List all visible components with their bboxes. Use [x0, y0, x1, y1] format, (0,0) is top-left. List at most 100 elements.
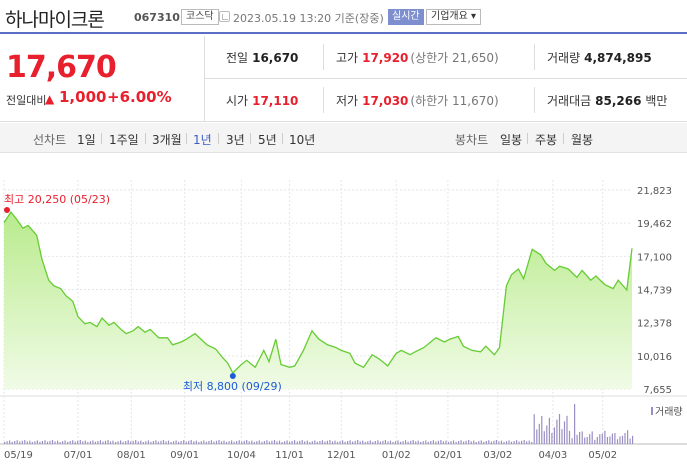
volume-bar	[331, 441, 334, 444]
volume-bar	[97, 441, 99, 444]
volume-bar	[175, 440, 177, 444]
stats-row-1: 전일 16,670 고가 17,920 (상한가 21,650) 거래량 4,874,8…	[205, 36, 687, 79]
volume-bar	[178, 441, 180, 444]
period-1y[interactable]: 1년	[193, 133, 212, 147]
volume-bar	[173, 441, 175, 444]
volume-bar	[629, 438, 631, 444]
volume-bar	[584, 437, 586, 444]
volume-bar	[188, 440, 190, 444]
clock-icon	[219, 11, 230, 22]
volume-bar	[89, 441, 91, 444]
volume-bar	[147, 440, 149, 444]
volume-bar	[284, 441, 286, 444]
volume-bar	[165, 441, 167, 444]
period-10y[interactable]: 10년	[289, 133, 316, 147]
volume-bar	[387, 441, 389, 444]
volume-bar	[130, 441, 132, 444]
toolbar-separator	[101, 133, 102, 144]
volume-bar	[9, 440, 11, 444]
candle-chart-label[interactable]: 봉차트	[455, 133, 489, 147]
volume-legend: 거래량	[655, 406, 683, 418]
volume-bar	[268, 441, 270, 444]
volume-bar	[34, 441, 36, 444]
volume-bar	[558, 414, 561, 444]
candle-daily[interactable]: 일봉	[500, 133, 523, 147]
stat-label: 시가	[226, 94, 249, 108]
volume-bar	[367, 441, 369, 444]
stat-label: 저가	[336, 94, 359, 108]
volume-bar	[392, 442, 394, 444]
toolbar-separator	[282, 133, 283, 144]
volume-bar	[74, 441, 76, 444]
volume-bar	[294, 440, 296, 444]
volume-bar	[447, 442, 450, 444]
volume-bar	[402, 441, 404, 444]
volume-bar	[591, 431, 593, 444]
line-chart-label[interactable]: 선차트	[33, 133, 67, 147]
x-tick-label: 02/01	[433, 450, 462, 461]
period-3y[interactable]: 3년	[226, 133, 245, 147]
volume-bar	[198, 442, 200, 444]
volume-bar	[410, 440, 412, 444]
stat-value: 85,266	[595, 94, 642, 108]
toolbar-separator	[218, 133, 219, 144]
volume-bar	[273, 440, 276, 444]
company-info-dropdown[interactable]: 기업개요 ▾	[426, 9, 481, 25]
volume-bar	[135, 440, 137, 444]
volume-bar	[276, 441, 278, 444]
stat-low: 저가 17,030 (하한가 11,670)	[336, 92, 499, 109]
volume-bar	[452, 440, 455, 444]
volume-bar	[59, 442, 61, 444]
volume-bar	[246, 440, 248, 444]
period-1d[interactable]: 1일	[77, 133, 96, 147]
volume-bar	[468, 440, 470, 444]
volume-bar	[384, 440, 386, 444]
y-tick-label: 21,823	[637, 186, 672, 197]
volume-bar	[137, 441, 139, 444]
volume-bar	[606, 437, 608, 444]
high-point-marker	[4, 207, 10, 213]
realtime-button[interactable]: 실시간	[388, 9, 424, 25]
candle-monthly[interactable]: 월봉	[571, 133, 594, 147]
volume-bar	[215, 440, 218, 444]
volume-bar	[208, 441, 210, 444]
volume-bar	[36, 440, 38, 444]
volume-bar	[329, 440, 331, 444]
volume-bar	[82, 441, 84, 444]
volume-bar	[513, 441, 515, 444]
volume-bar	[225, 442, 228, 444]
price-chart: 21,823 19,462 17,100 14,739 12,378 10,016 7,65…	[0, 180, 687, 461]
volume-bar	[190, 440, 192, 444]
toolbar-separator	[527, 133, 528, 144]
period-1w[interactable]: 1주일	[109, 133, 139, 147]
low-annotation: 최저 8,800 (09/29)	[183, 380, 282, 393]
volume-bar	[518, 441, 520, 444]
volume-bar	[132, 440, 134, 444]
volume-bar	[470, 441, 472, 444]
volume-bar	[220, 441, 223, 444]
candle-weekly[interactable]: 주봉	[535, 133, 558, 147]
volume-bar	[122, 441, 124, 444]
period-3m[interactable]: 3개월	[152, 133, 182, 147]
volume-bar	[309, 442, 311, 444]
stock-name[interactable]: 하나마이크론	[5, 9, 105, 31]
volume-bar	[460, 440, 462, 444]
volume-bar	[397, 440, 399, 444]
quote-datetime: 2023.05.19 13:20 기준(장중)	[233, 12, 384, 25]
price-area	[4, 212, 632, 389]
stat-lower-limit: (하한가 11,670)	[410, 94, 499, 108]
volume-bar	[84, 440, 86, 444]
volume-bar	[594, 439, 596, 444]
volume-bar	[473, 440, 475, 444]
stat-trade-amount: 거래대금 85,266 백만	[547, 92, 667, 109]
volume-bar	[548, 417, 550, 444]
volume-bar	[455, 441, 457, 444]
volume-bar	[344, 441, 346, 444]
toolbar-separator	[145, 133, 146, 144]
volume-bar	[445, 440, 447, 444]
volume-bar	[566, 415, 568, 444]
volume-bar	[306, 440, 308, 444]
period-5y[interactable]: 5년	[258, 133, 277, 147]
volume-bar	[568, 431, 571, 444]
volume-bar	[624, 433, 626, 444]
